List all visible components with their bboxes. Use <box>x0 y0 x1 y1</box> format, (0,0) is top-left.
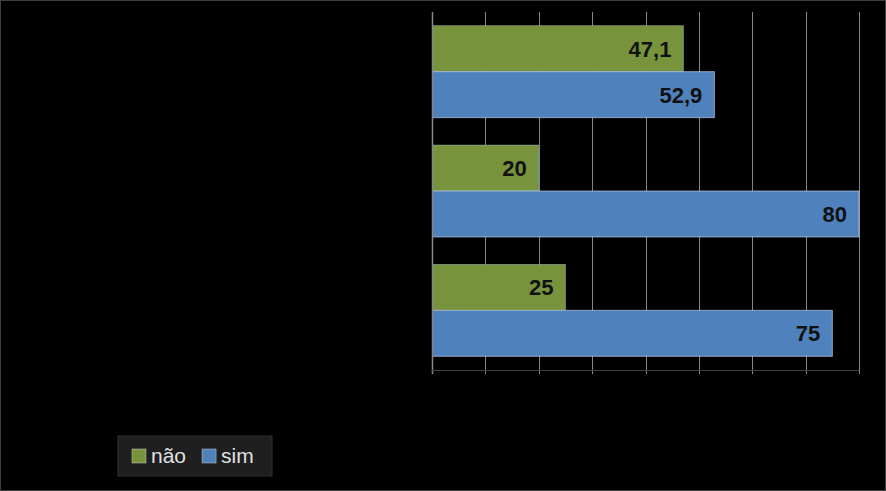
data-label: 52,9 <box>660 83 703 108</box>
axis-base <box>432 370 859 371</box>
bar <box>432 145 539 191</box>
legend-label: sim <box>221 444 254 467</box>
background <box>1 1 886 491</box>
data-label: 25 <box>529 275 553 300</box>
legend-swatch <box>132 449 146 463</box>
bar <box>432 264 565 310</box>
data-label: 80 <box>823 202 847 227</box>
data-label: 20 <box>502 156 526 181</box>
axis-line <box>432 12 434 374</box>
bar <box>432 191 859 237</box>
data-label: 75 <box>796 321 820 346</box>
bar <box>432 72 714 118</box>
legend-swatch <box>202 449 216 463</box>
legend-box <box>118 436 272 476</box>
legend: não sim <box>118 436 272 476</box>
chart: 47,1 20 25 52,9 80 75 não sim <box>0 0 886 491</box>
legend-label: não <box>151 444 186 467</box>
data-labels: 47,1 20 25 52,9 80 75 <box>502 37 847 347</box>
bar <box>432 310 832 356</box>
data-label: 47,1 <box>629 37 672 62</box>
bars <box>432 26 859 357</box>
tick-mark <box>859 370 860 374</box>
bar <box>432 26 683 72</box>
